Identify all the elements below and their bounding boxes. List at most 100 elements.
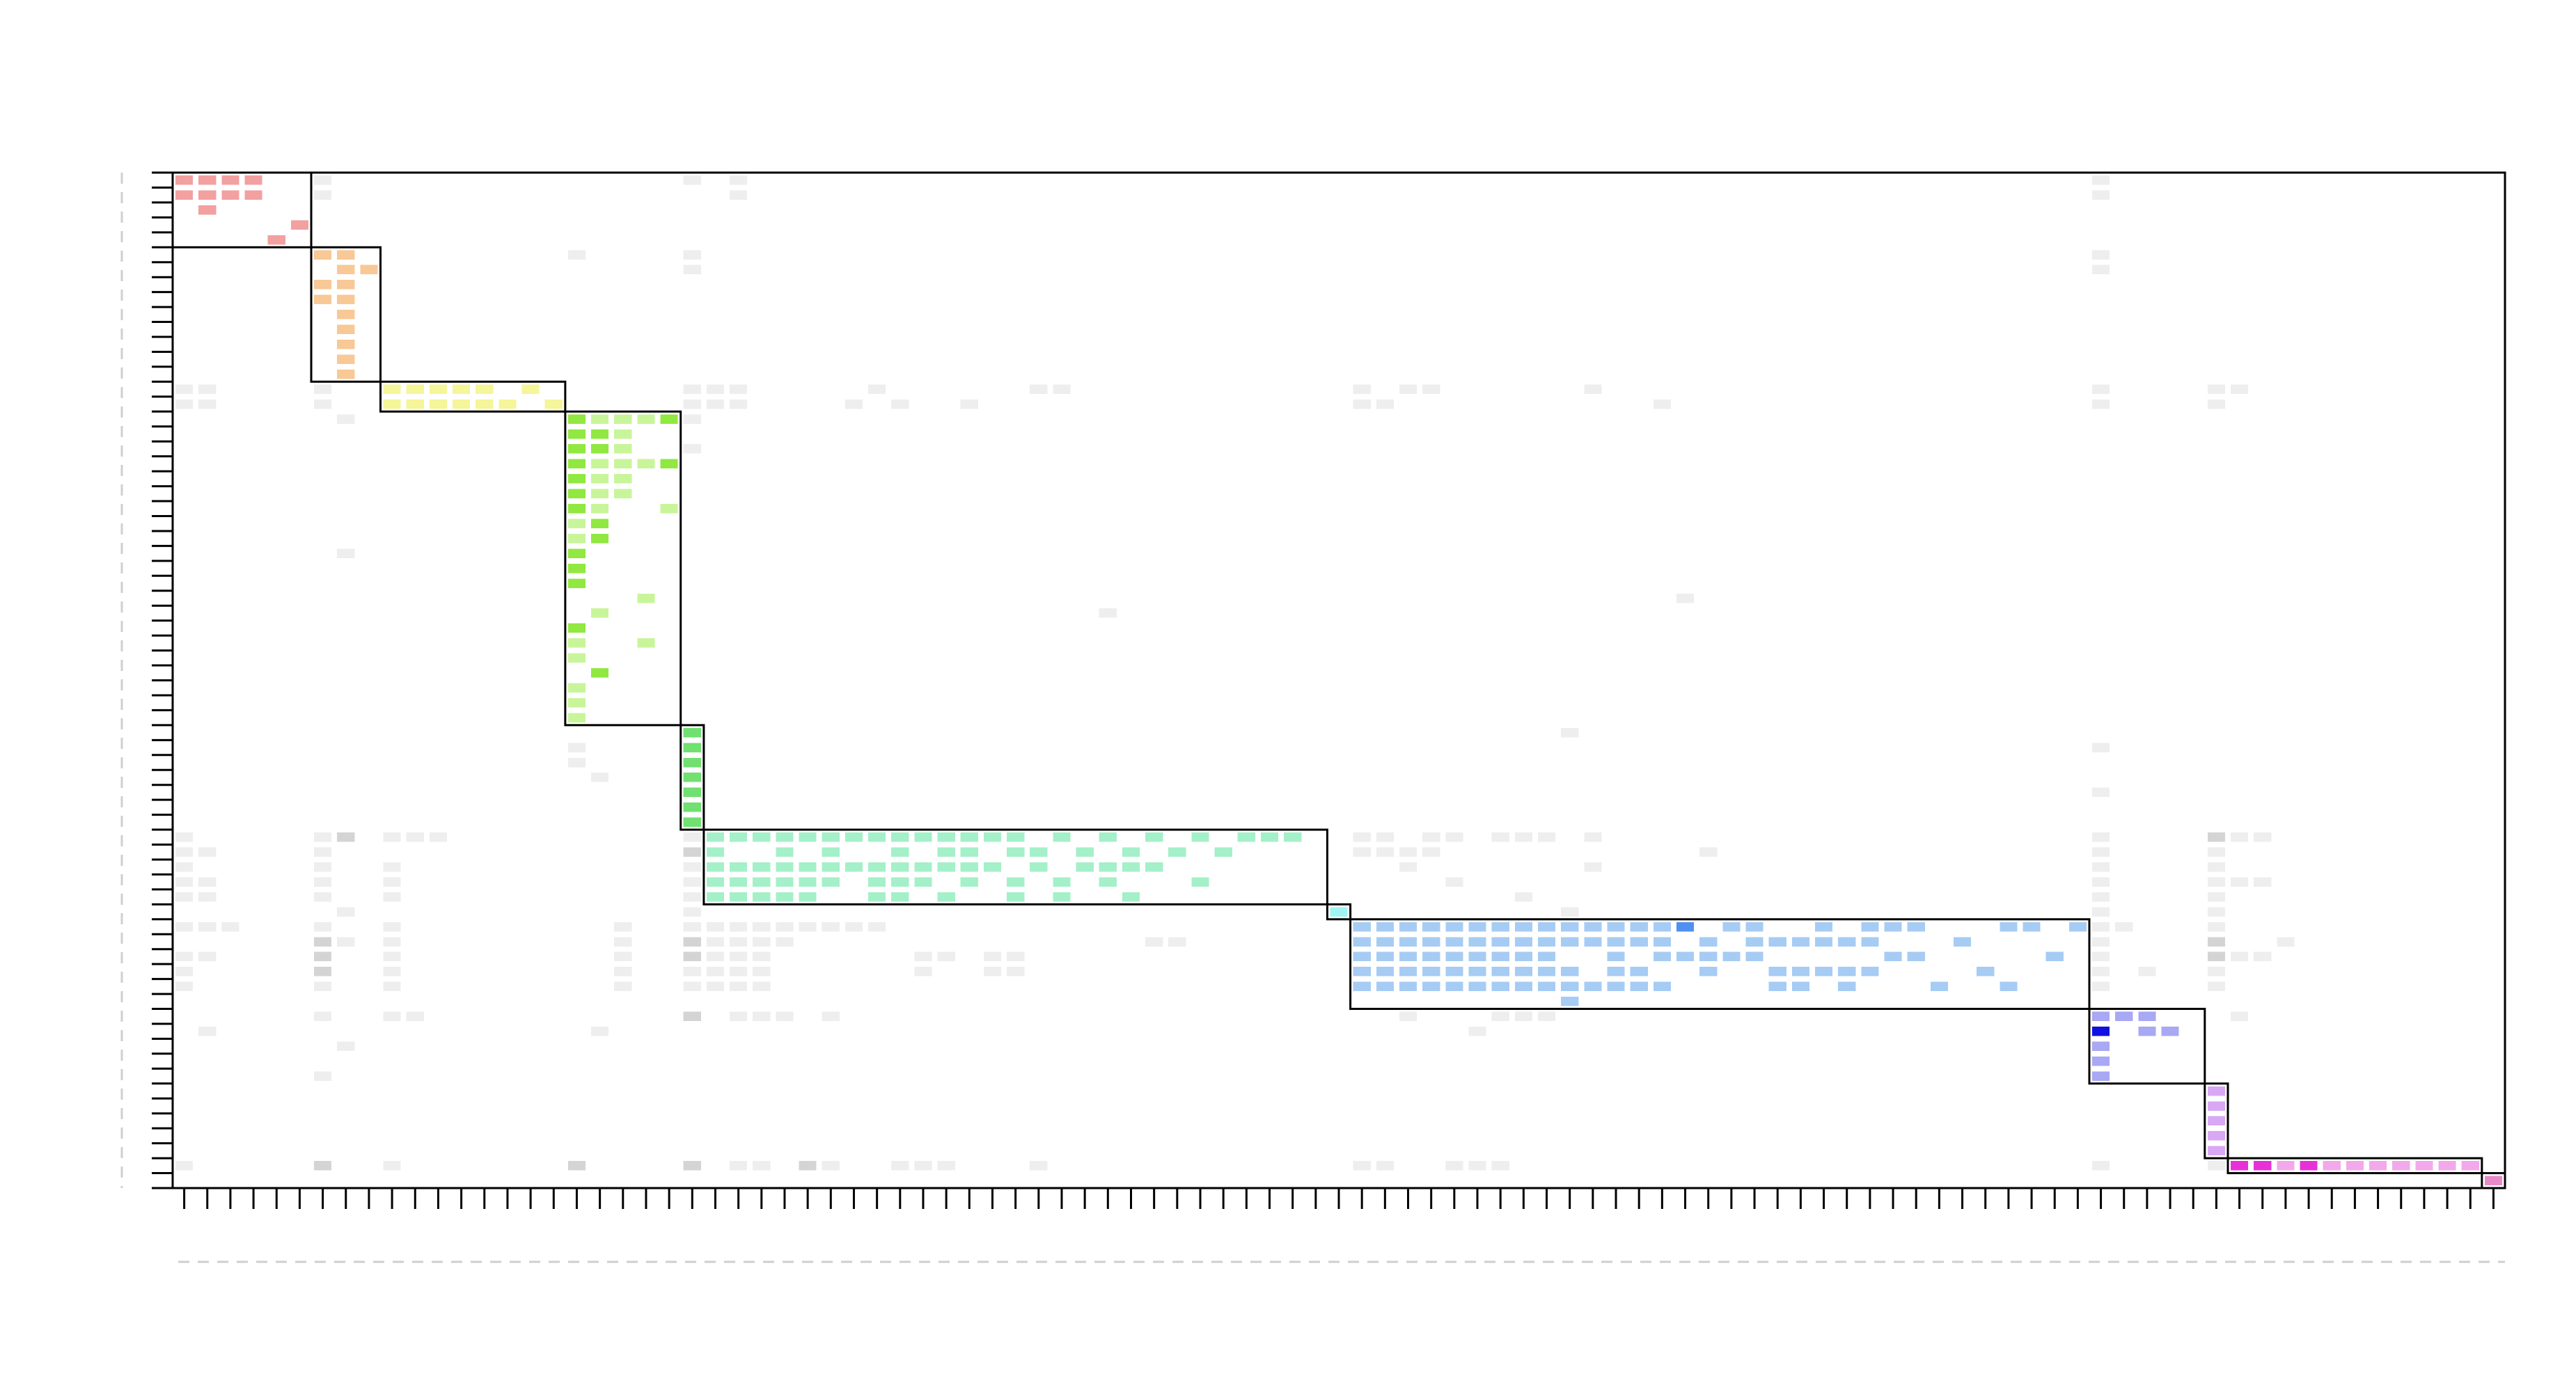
off-block-cell [591, 1027, 609, 1036]
block-cell [1930, 981, 1948, 992]
block-cell [2138, 1027, 2156, 1036]
off-block-cell [937, 1161, 955, 1171]
block-cell [198, 190, 217, 200]
off-block-cell [1491, 1161, 1509, 1171]
block-cell [567, 489, 586, 499]
block-cell [1630, 937, 1648, 947]
off-block-cell [383, 877, 401, 887]
block-cell [1353, 951, 1371, 962]
block-cell [683, 757, 701, 768]
block-cell [2207, 1116, 2225, 1126]
off-block-cell [1445, 1161, 1463, 1171]
off-block-cell [2207, 967, 2225, 976]
off-block-cell [683, 862, 701, 872]
off-block-cell [2231, 384, 2249, 394]
off-block-cell [198, 847, 217, 857]
block-cell [1768, 937, 1786, 947]
off-block-cell [314, 951, 332, 962]
off-block-cell [914, 1161, 932, 1171]
block-cell [1007, 892, 1025, 902]
off-block-cell [776, 1011, 794, 1021]
off-block-cell [845, 922, 863, 932]
off-block-cell [1537, 1011, 1556, 1021]
block-cell [567, 459, 586, 469]
block-cell [221, 190, 239, 200]
off-block-cell [2092, 384, 2110, 394]
off-block-cell [730, 1161, 748, 1171]
block-cell [1791, 937, 1809, 947]
off-block-cell [198, 399, 217, 409]
off-block-cell [1353, 847, 1371, 857]
off-block-cell [198, 877, 217, 887]
block-cell [1561, 922, 1579, 932]
block-cell [2045, 951, 2064, 962]
block-cell [776, 847, 794, 857]
off-block-cell [683, 250, 701, 260]
off-block-cell [683, 1161, 701, 1171]
block-cell [1699, 951, 1718, 962]
off-block-cell [198, 951, 217, 962]
block-cell [1653, 922, 1671, 932]
off-block-cell [845, 399, 863, 409]
block-cell [822, 877, 840, 887]
block-cell [891, 847, 909, 857]
off-block-cell [2138, 967, 2156, 976]
block-cell [1584, 937, 1602, 947]
off-block-cell [198, 922, 217, 932]
off-block-cell [2207, 907, 2225, 917]
off-block-cell [1007, 967, 1025, 976]
off-block-cell [314, 1161, 332, 1171]
block-cell [2207, 1131, 2225, 1141]
off-block-cell [2231, 877, 2249, 887]
off-block-cell [1030, 1161, 1048, 1171]
off-block-cell [337, 414, 355, 424]
block-cell [730, 892, 748, 902]
off-block-cell [730, 399, 748, 409]
off-block-cell [683, 1011, 701, 1021]
block-cell [614, 459, 632, 469]
block-cell [1076, 847, 1094, 857]
block-cell [753, 832, 771, 842]
off-block-cell [2207, 1161, 2225, 1171]
block-cell [476, 399, 494, 409]
block-cell [1076, 862, 1094, 872]
off-block-cell [706, 967, 725, 976]
off-block-cell [753, 1161, 771, 1171]
off-block-cell [314, 877, 332, 887]
off-block-cell [1053, 384, 1071, 394]
off-block-cell [175, 832, 194, 842]
block-cell [1514, 922, 1532, 932]
block-cell [1099, 862, 1117, 872]
block-cell [2254, 1161, 2272, 1171]
group-box [1349, 918, 2091, 1011]
off-block-cell [2207, 892, 2225, 902]
block-cell [1376, 937, 1394, 947]
block-cell [614, 414, 632, 424]
off-block-cell [891, 399, 909, 409]
block-cell [567, 578, 586, 588]
y-axis-ticks [152, 171, 173, 1189]
block-cell [1122, 892, 1140, 902]
block-cell [2438, 1161, 2456, 1171]
off-block-cell [175, 1161, 194, 1171]
block-cell [2092, 1071, 2110, 1081]
off-block-cell [683, 892, 701, 902]
off-block-cell [753, 951, 771, 962]
off-block-cell [706, 922, 725, 932]
block-cell [868, 877, 886, 887]
block-cell [267, 235, 285, 245]
off-block-cell [683, 175, 701, 185]
block-cell [1468, 951, 1486, 962]
block-cell [1861, 937, 1879, 947]
off-block-cell [1399, 862, 1417, 872]
block-cell [776, 892, 794, 902]
off-block-cell [337, 907, 355, 917]
block-cell [753, 892, 771, 902]
off-block-cell [1399, 384, 1417, 394]
off-block-cell [175, 951, 194, 962]
block-cell [822, 832, 840, 842]
block-cell [314, 280, 332, 290]
off-block-cell [1422, 384, 1440, 394]
off-block-cell [730, 384, 748, 394]
